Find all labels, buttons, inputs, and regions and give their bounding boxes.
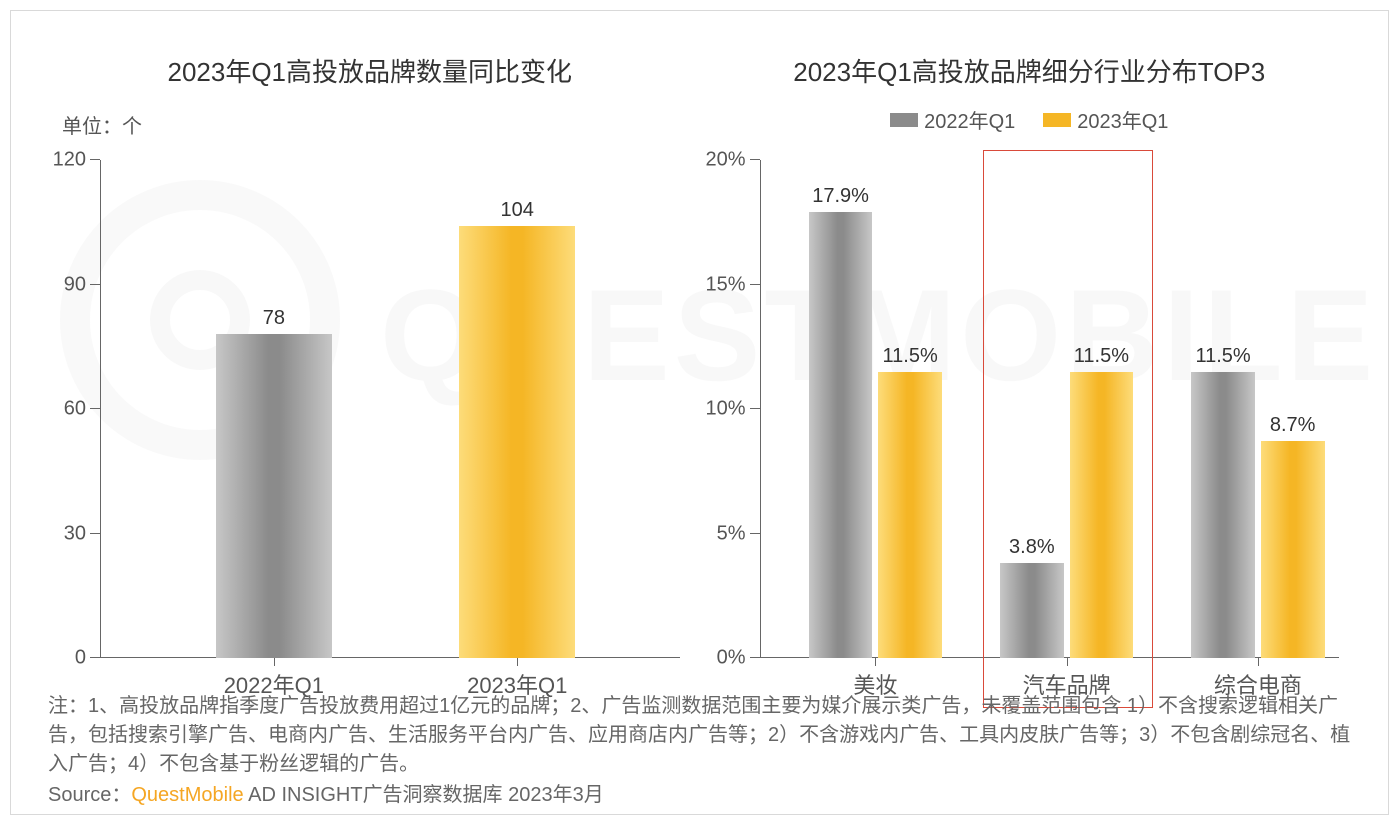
bar: 78 [216,334,332,658]
x-axis-line [100,657,680,658]
left-chart-plot: 0306090120782022年Q11042023年Q1 [100,160,680,658]
y-axis-line [760,160,761,658]
right-chart-legend: 2022年Q1 2023年Q1 [700,105,1360,134]
bar-value-label: 11.5% [883,345,938,372]
legend-swatch [1043,113,1071,127]
legend-item: 2023年Q1 [1043,105,1168,134]
legend-label: 2022年Q1 [924,105,1015,134]
x-tick [274,658,275,666]
right-chart-title: 2023年Q1高投放品牌细分行业分布TOP3 [700,52,1360,89]
left-chart-unit: 单位：个 [62,110,142,139]
bar-value-label: 78 [263,307,285,334]
y-tick-label: 15% [705,273,759,296]
legend-swatch [890,113,918,127]
bar-value-label: 8.7% [1270,414,1316,441]
source-brand: QuestMobile [131,784,243,806]
x-tick [1258,658,1259,666]
bar: 17.9% [809,212,873,658]
bar: 11.5% [1070,372,1134,658]
right-chart-plot: 0%5%10%15%20%17.9%11.5%美妆3.8%11.5%汽车品牌11… [760,160,1340,658]
y-tick-label: 5% [717,522,760,545]
bar-value-label: 11.5% [1195,345,1250,372]
y-tick-label: 60 [64,398,100,421]
right-chart-panel: 2023年Q1高投放品牌细分行业分布TOP3 2022年Q1 2023年Q1 0%… [700,30,1360,710]
x-tick [1067,658,1068,666]
bar: 11.5% [1191,372,1255,658]
y-tick-label: 20% [705,149,759,172]
y-axis-line [100,160,101,658]
source-prefix: Source： [48,784,131,806]
legend-item: 2022年Q1 [890,105,1015,134]
bar-value-label: 17.9% [812,185,869,212]
bar-value-label: 3.8% [1009,536,1055,563]
bar: 11.5% [878,372,942,658]
source-suffix: AD INSIGHT广告洞察数据库 2023年3月 [244,784,604,806]
y-tick-label: 120 [53,149,100,172]
x-tick [517,658,518,666]
bar-value-label: 104 [501,199,534,226]
x-tick [875,658,876,666]
legend-label: 2023年Q1 [1077,105,1168,134]
y-tick-label: 30 [64,522,100,545]
bar-value-label: 11.5% [1074,345,1129,372]
charts-row: 2023年Q1高投放品牌数量同比变化 单位：个 0306090120782022… [40,30,1359,710]
y-tick-label: 90 [64,273,100,296]
left-chart-panel: 2023年Q1高投放品牌数量同比变化 单位：个 0306090120782022… [40,30,700,710]
y-tick-label: 0 [75,647,100,670]
y-tick-label: 10% [705,398,759,421]
y-tick-label: 0% [717,647,760,670]
bar: 104 [459,226,575,658]
left-chart-title: 2023年Q1高投放品牌数量同比变化 [40,52,700,89]
bar: 3.8% [1000,563,1064,658]
source-line: Source：QuestMobile AD INSIGHT广告洞察数据库 202… [48,778,604,807]
footnotes: 注：1、高投放品牌指季度广告投放费用超过1亿元的品牌；2、广告监测数据范围主要为… [48,692,1351,779]
bar: 8.7% [1261,441,1325,658]
